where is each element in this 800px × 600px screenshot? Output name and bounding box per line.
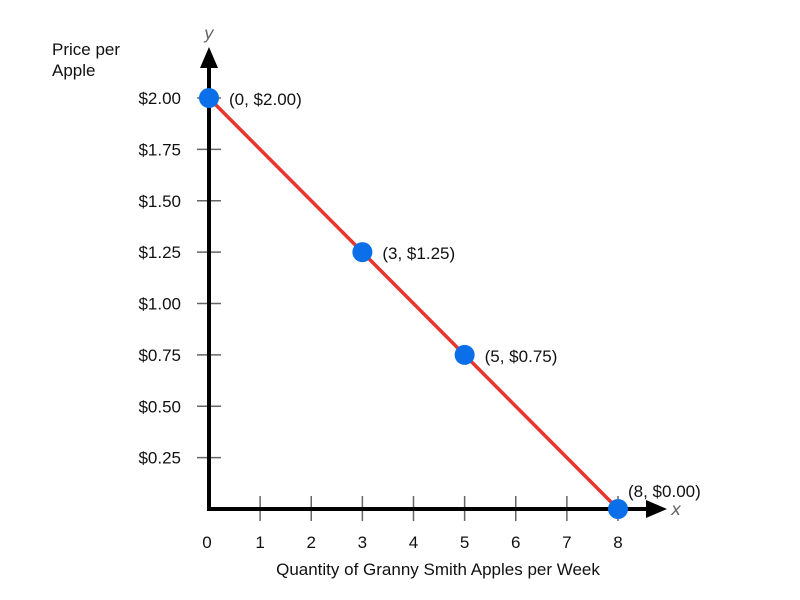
y-tick-label: $0.50 <box>138 397 181 416</box>
data-point <box>199 88 219 108</box>
y-axis-label-line2: Apple <box>52 61 95 80</box>
y-tick-label: $1.00 <box>138 295 181 314</box>
x-axis-letter: x <box>670 500 682 520</box>
y-tick-label: $1.50 <box>138 192 181 211</box>
x-tick-label: 5 <box>460 533 469 552</box>
data-point-label: (8, $0.00) <box>628 482 701 501</box>
x-tick-label: 2 <box>307 533 316 552</box>
x-ticks: 0 1 2 3 4 5 6 7 8 <box>202 496 623 552</box>
y-axis-letter: y <box>203 24 215 44</box>
x-tick-label: 3 <box>358 533 367 552</box>
y-tick-label: $0.25 <box>138 449 181 468</box>
x-tick-label: 4 <box>409 533 418 552</box>
data-points: (0, $2.00) (3, $1.25) (5, $0.75) (8, $0.00) <box>199 88 701 519</box>
y-axis-label-line1: Price per <box>52 40 120 59</box>
demand-line <box>207 96 620 511</box>
data-point <box>454 344 475 365</box>
x-axis-label: Quantity of Granny Smith Apples per Week <box>276 560 600 579</box>
y-tick-label: $0.75 <box>138 346 181 365</box>
x-tick-label: 0 <box>202 533 211 552</box>
data-point-label: (3, $1.25) <box>382 244 455 263</box>
x-tick-label: 1 <box>255 533 264 552</box>
x-tick-label: 7 <box>562 533 571 552</box>
data-point <box>352 242 373 263</box>
x-axis-arrow-icon <box>646 500 667 518</box>
y-tick-label: $1.75 <box>138 140 181 159</box>
x-tick-label: 8 <box>613 533 622 552</box>
y-axis-arrow-icon <box>200 47 218 68</box>
x-tick-label: 6 <box>511 533 520 552</box>
y-tick-label: $2.00 <box>138 89 181 108</box>
data-point-label: (0, $2.00) <box>229 90 302 109</box>
data-point-label: (5, $0.75) <box>485 347 558 366</box>
data-point <box>608 499 628 519</box>
y-tick-label: $1.25 <box>138 243 181 262</box>
